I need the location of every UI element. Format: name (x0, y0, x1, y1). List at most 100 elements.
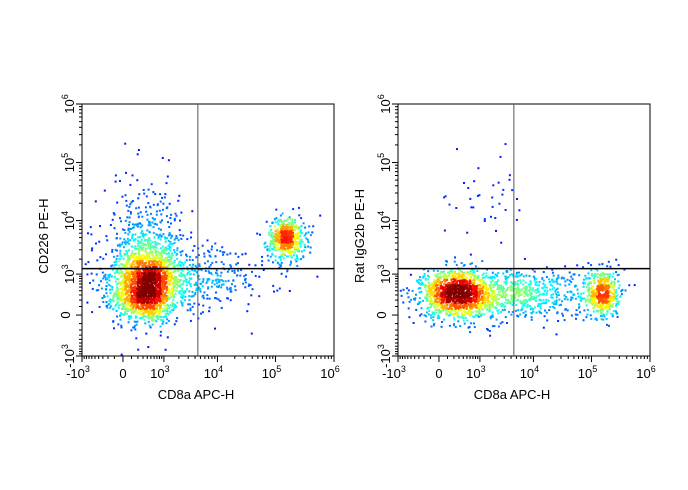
event-dot (127, 272, 130, 275)
event-dot (122, 289, 124, 292)
event-dot (294, 233, 297, 236)
event-dot (147, 290, 150, 293)
event-dot (173, 249, 176, 252)
event-dot (419, 314, 421, 317)
event-dot (464, 277, 467, 280)
event-dot (197, 268, 200, 271)
event-dot (589, 298, 592, 301)
event-dot (469, 197, 472, 200)
event-dot (177, 199, 180, 202)
event-dot (603, 315, 606, 318)
event-dot (473, 316, 476, 319)
event-dot (285, 228, 288, 231)
event-dot (150, 316, 153, 319)
event-dot (499, 288, 502, 291)
event-dot (123, 307, 126, 310)
event-dot (151, 270, 154, 273)
event-dot (149, 296, 152, 299)
event-dot (559, 283, 562, 286)
event-dot (535, 311, 538, 314)
event-dot (440, 325, 443, 328)
event-dot (558, 294, 560, 297)
event-dot (155, 253, 158, 256)
event-dot (167, 266, 170, 269)
event-dot (472, 206, 475, 209)
event-dot (496, 293, 499, 296)
event-dot (176, 247, 179, 250)
event-dot (454, 326, 457, 328)
event-dot (517, 290, 520, 293)
event-dot (542, 279, 545, 282)
event-dot (127, 258, 130, 261)
event-dot (121, 195, 124, 198)
event-dot (307, 241, 310, 244)
event-dot (605, 273, 608, 276)
event-dot (501, 193, 504, 196)
event-dot (170, 296, 173, 299)
event-dot (176, 284, 179, 287)
event-dot (171, 254, 174, 257)
event-dot (502, 291, 504, 294)
event-dot (121, 263, 124, 266)
event-dot (296, 235, 299, 238)
event-dot (139, 240, 142, 243)
event-dot (129, 294, 132, 297)
event-dot (143, 301, 146, 304)
event-dot (155, 233, 158, 236)
event-dot (282, 231, 285, 234)
event-dot (175, 264, 178, 267)
event-dot (140, 279, 143, 282)
event-dot (590, 302, 593, 305)
event-dot (470, 206, 473, 209)
event-dot (552, 274, 555, 277)
event-dot (152, 314, 155, 317)
event-dot (134, 233, 137, 236)
event-dot (617, 264, 620, 267)
event-dot (175, 282, 178, 285)
event-dot (590, 294, 593, 297)
event-dot (150, 297, 153, 300)
event-dot (168, 292, 171, 295)
event-dot (414, 297, 417, 300)
event-dot (480, 304, 483, 307)
event-dot (433, 295, 435, 298)
event-dot (117, 323, 120, 326)
event-dot (539, 298, 542, 301)
event-dot (130, 287, 133, 290)
event-dot (211, 261, 214, 264)
event-dot (169, 217, 172, 219)
event-dot (542, 299, 545, 302)
event-dot (613, 298, 616, 301)
event-dot (187, 271, 189, 274)
event-dot (220, 279, 223, 282)
event-dot (191, 269, 194, 272)
event-dot (588, 288, 591, 291)
event-dot (424, 284, 427, 287)
event-dot (531, 292, 533, 295)
x-tick-label: 103 (150, 364, 169, 381)
event-dot (155, 210, 158, 213)
event-dot (436, 317, 439, 320)
event-dot (112, 307, 115, 310)
event-dot (189, 273, 192, 275)
event-dot (139, 293, 142, 296)
event-dot (124, 241, 126, 244)
event-dot (170, 308, 173, 311)
event-dot (280, 228, 283, 230)
event-dot (119, 237, 122, 240)
event-dot (128, 297, 130, 300)
event-dot (525, 299, 528, 302)
event-dot (497, 309, 500, 312)
event-dot (106, 278, 109, 281)
event-dot (164, 315, 166, 318)
event-dot (118, 293, 121, 296)
event-dot (274, 242, 277, 245)
event-dot (430, 287, 433, 290)
event-dot (303, 243, 306, 246)
event-dot (136, 304, 139, 307)
event-dot (119, 271, 122, 274)
event-dot (287, 236, 290, 239)
event-dot (165, 322, 168, 325)
event-dot (608, 305, 611, 308)
